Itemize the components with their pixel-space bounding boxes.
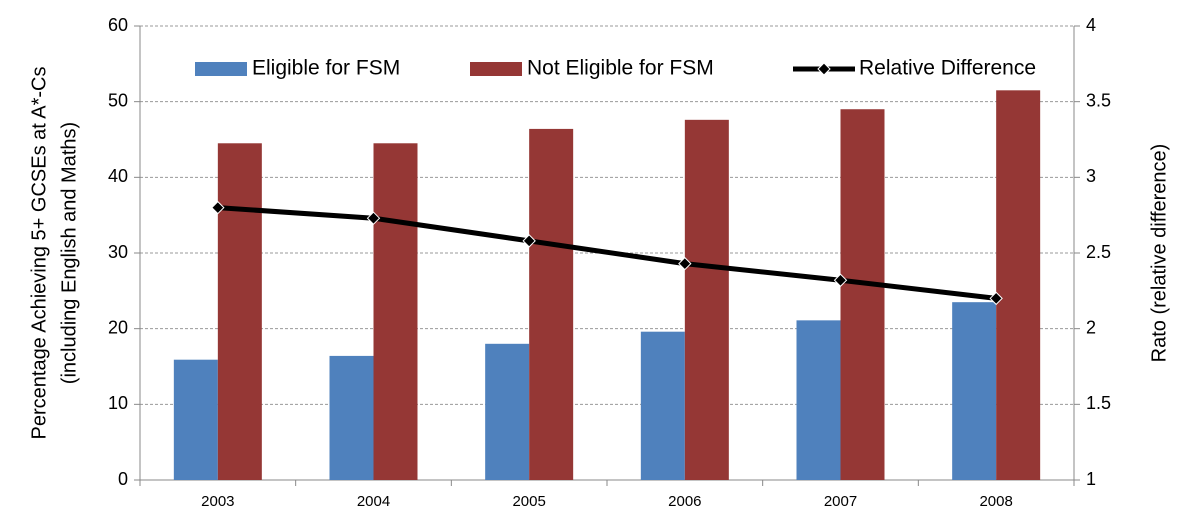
y-tick-label: 60 <box>108 15 128 35</box>
y-tick-label: 30 <box>108 242 128 262</box>
y-tick-label: 20 <box>108 317 128 337</box>
x-tick-label: 2005 <box>512 493 545 510</box>
y-tick-label: 50 <box>108 90 128 110</box>
bar <box>640 331 685 480</box>
y-axis-label: Percentage Achieving 5+ GCSEs at A*-Cs <box>28 67 50 440</box>
legend-label: Eligible for FSM <box>252 57 400 80</box>
x-tick-label: 2007 <box>824 493 857 510</box>
y-axis-label: (including English and Maths) <box>58 122 80 384</box>
legend-label: Not Eligible for FSM <box>527 57 714 80</box>
y2-tick-label: 3 <box>1086 166 1096 186</box>
y2-tick-label: 1 <box>1086 469 1096 489</box>
bar <box>217 143 262 481</box>
marker <box>211 200 225 215</box>
marker <box>366 211 381 225</box>
bar <box>796 320 841 480</box>
y2-axis-label: Rato (relative difference) <box>1148 144 1170 363</box>
y-tick-label: 0 <box>118 469 128 489</box>
bar <box>840 109 885 480</box>
bar <box>684 119 729 481</box>
marker <box>678 256 692 271</box>
marker <box>989 291 1003 306</box>
bar <box>373 143 418 481</box>
bar <box>952 302 997 480</box>
y2-tick-label: 4 <box>1086 15 1096 35</box>
marker <box>522 234 536 248</box>
x-tick-label: 2004 <box>357 493 390 510</box>
legend-marker <box>817 62 831 76</box>
y-tick-label: 40 <box>108 166 128 186</box>
y2-tick-label: 3.5 <box>1086 90 1111 110</box>
x-tick-label: 2006 <box>668 493 701 510</box>
y2-tick-label: 1.5 <box>1086 393 1111 413</box>
bar <box>329 355 374 480</box>
bar <box>485 343 530 480</box>
line <box>217 205 997 301</box>
legend-swatch <box>195 62 247 76</box>
bar <box>529 128 574 480</box>
x-tick-label: 2008 <box>979 493 1012 510</box>
bar <box>173 359 218 480</box>
bar <box>996 90 1041 481</box>
legend-label: Relative Difference <box>859 57 1036 80</box>
y2-tick-label: 2.5 <box>1086 242 1111 262</box>
x-tick-label: 2003 <box>201 493 234 510</box>
marker <box>833 273 848 287</box>
y-tick-label: 10 <box>108 393 128 413</box>
legend-swatch <box>470 62 522 76</box>
y2-tick-label: 2 <box>1086 317 1096 337</box>
